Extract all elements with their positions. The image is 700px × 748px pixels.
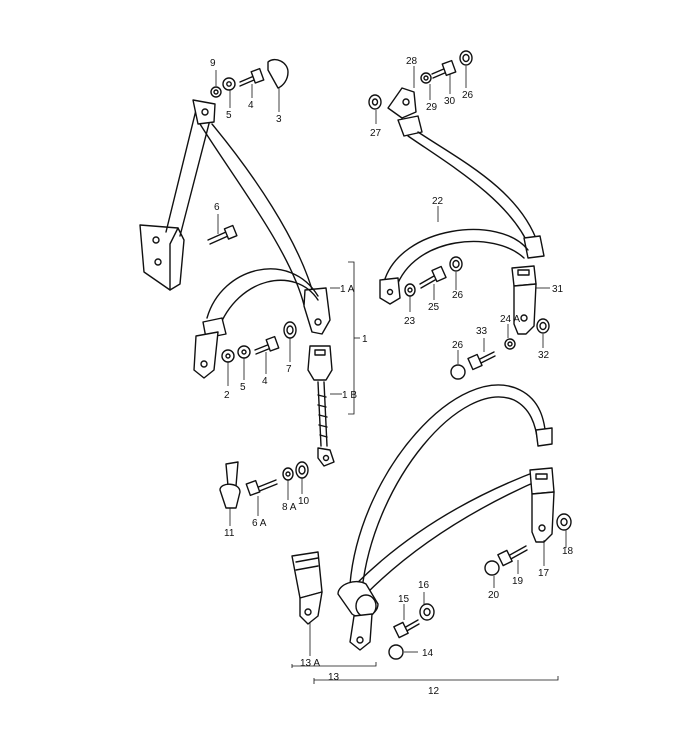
label-20: 20 [488,590,500,601]
right-upper-small-parts [368,50,550,380]
label-10: 10 [298,496,310,507]
right-upper-belt [379,87,545,305]
retractor-belt-12 [337,384,553,651]
label-29: 29 [426,102,438,113]
label-7: 7 [286,364,292,375]
label-12: 12 [428,686,440,697]
label-6A: 6 A [252,518,267,529]
left-lap-belt [193,268,319,379]
label-5a: 5 [226,110,232,121]
buckle-31 [511,265,537,335]
label-3: 3 [276,114,282,125]
left-upper-belt [139,99,331,335]
label-19: 19 [512,576,524,587]
part-labels: 9 5 4 3 6 1 A 1 1 B 2 5 4 7 11 6 A 8 A 1… [210,56,574,697]
buckle-1B [307,345,335,467]
label-25: 25 [428,302,440,313]
label-32: 32 [538,350,550,361]
label-28: 28 [406,56,418,67]
label-31: 31 [552,284,564,295]
left-small-parts [207,58,309,509]
label-11: 11 [224,528,235,539]
label-33: 33 [476,326,488,337]
label-6: 6 [214,202,220,213]
label-1: 1 [362,334,368,345]
label-26a: 26 [462,90,474,101]
buckle-17 [529,467,555,543]
right-lower-leaders [291,530,567,684]
label-9: 9 [210,58,216,69]
label-27: 27 [370,128,382,139]
label-2: 2 [224,390,230,401]
label-26c: 26 [452,340,464,351]
label-1A: 1 A [340,284,355,295]
label-13A: 13 A [300,658,320,669]
label-15: 15 [398,594,410,605]
label-4a: 4 [248,100,254,111]
label-22: 22 [432,196,444,207]
label-5b: 5 [240,382,246,393]
left-leaders [215,70,360,526]
buckle-13A [291,551,323,625]
label-14: 14 [422,648,434,659]
label-8A: 8 A [282,502,297,513]
label-26b: 26 [452,290,464,301]
label-13: 13 [328,672,340,683]
label-16: 16 [418,580,430,591]
label-23: 23 [404,316,416,327]
right-upper-leaders [375,66,550,364]
label-1B: 1 B [342,390,357,401]
right-lower-small-parts [388,513,572,660]
label-17: 17 [538,568,550,579]
label-18: 18 [562,546,574,557]
label-30: 30 [444,96,456,107]
label-24A: 24 A [500,314,520,325]
label-4b: 4 [262,376,268,387]
